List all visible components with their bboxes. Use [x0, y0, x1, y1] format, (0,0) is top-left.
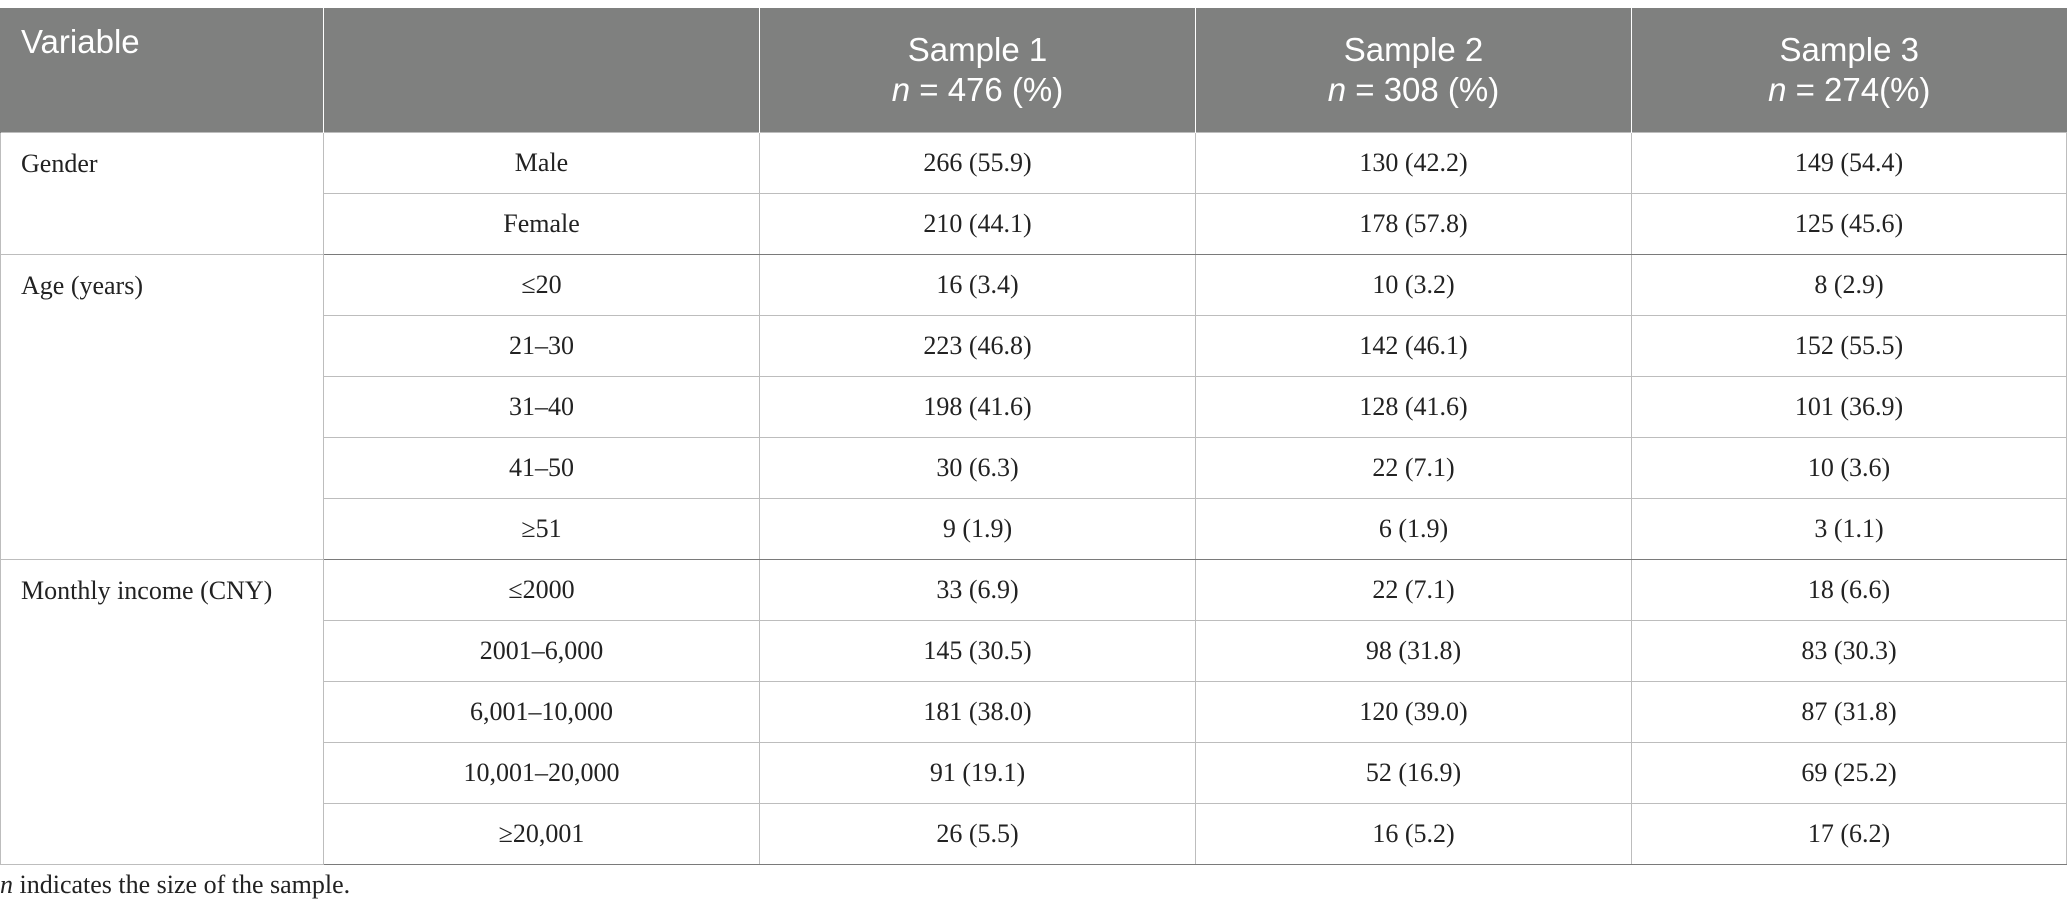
- sample-3-cell: 69 (25.2): [1631, 742, 2067, 804]
- sample-1-cell: 16 (3.4): [759, 254, 1196, 316]
- category-cell: 10,001–20,000: [323, 742, 760, 804]
- sample-3-cell: 10 (3.6): [1631, 437, 2067, 499]
- sample-1-cell: 9 (1.9): [759, 498, 1196, 560]
- category-cell: ≤20: [323, 254, 760, 316]
- header-sample-2-n-label: n: [1327, 71, 1347, 108]
- sample-2-cell: 16 (5.2): [1195, 803, 1632, 865]
- sample-2-cell: 120 (39.0): [1195, 681, 1632, 743]
- header-sample-1-n-value: = 476 (%): [910, 71, 1064, 108]
- table-row: ≥51 9 (1.9) 6 (1.9) 3 (1.1): [1, 498, 2067, 560]
- header-sample-1: Sample 1 n = 476 (%): [759, 8, 1196, 133]
- category-cell: 31–40: [323, 376, 760, 438]
- table-row: ≥20,001 26 (5.5) 16 (5.2) 17 (6.2): [1, 803, 2067, 865]
- variable-cell-age: Age (years): [0, 254, 324, 560]
- sample-3-cell: 18 (6.6): [1631, 559, 2067, 621]
- sample-3-cell: 83 (30.3): [1631, 620, 2067, 682]
- header-sample-3-size: n = 274(%): [1632, 70, 2067, 110]
- table-footnote: n indicates the size of the sample.: [0, 870, 350, 900]
- sample-1-cell: 30 (6.3): [759, 437, 1196, 499]
- sample-1-cell: 181 (38.0): [759, 681, 1196, 743]
- sample-3-cell: 87 (31.8): [1631, 681, 2067, 743]
- sample-1-cell: 223 (46.8): [759, 315, 1196, 377]
- category-cell: 21–30: [323, 315, 760, 377]
- header-sample-3-n-value: = 274(%): [1786, 71, 1931, 108]
- category-cell: 6,001–10,000: [323, 681, 760, 743]
- table-row: 41–50 30 (6.3) 22 (7.1) 10 (3.6): [1, 437, 2067, 499]
- sample-1-cell: 210 (44.1): [759, 193, 1196, 255]
- sample-3-cell: 8 (2.9): [1631, 254, 2067, 316]
- header-sample-1-size: n = 476 (%): [760, 70, 1195, 110]
- sample-2-cell: 10 (3.2): [1195, 254, 1632, 316]
- table-row: 2001–6,000 145 (30.5) 98 (31.8) 83 (30.3…: [1, 620, 2067, 682]
- table-header: Variable Sample 1 n = 476 (%) Sample 2 n…: [0, 8, 2067, 133]
- sample-3-cell: 152 (55.5): [1631, 315, 2067, 377]
- sample-2-cell: 128 (41.6): [1195, 376, 1632, 438]
- sample-2-cell: 52 (16.9): [1195, 742, 1632, 804]
- sample-3-cell: 125 (45.6): [1631, 193, 2067, 255]
- footnote-symbol: n: [0, 870, 13, 899]
- category-cell: ≥51: [323, 498, 760, 560]
- category-cell: Female: [323, 193, 760, 255]
- sample-3-cell: 17 (6.2): [1631, 803, 2067, 865]
- sample-2-cell: 98 (31.8): [1195, 620, 1632, 682]
- table-row: Monthly income (CNY) ≤2000 33 (6.9) 22 (…: [0, 559, 2067, 865]
- header-sample-2-n-value: = 308 (%): [1346, 71, 1500, 108]
- header-sample-1-n-label: n: [891, 71, 911, 108]
- sample-1-cell: 33 (6.9): [759, 559, 1196, 621]
- sample-1-cell: 26 (5.5): [759, 803, 1196, 865]
- demographics-table: Variable Sample 1 n = 476 (%) Sample 2 n…: [0, 8, 2067, 865]
- category-cell: 41–50: [323, 437, 760, 499]
- sample-2-cell: 142 (46.1): [1195, 315, 1632, 377]
- table-row: 31–40 198 (41.6) 128 (41.6) 101 (36.9): [1, 376, 2067, 438]
- sample-3-cell: 149 (54.4): [1631, 132, 2067, 194]
- sample-2-cell: 178 (57.8): [1195, 193, 1632, 255]
- header-sample-2-size: n = 308 (%): [1196, 70, 1631, 110]
- sample-1-cell: 145 (30.5): [759, 620, 1196, 682]
- footnote-text: indicates the size of the sample.: [13, 870, 351, 899]
- table-body: Gender Male 266 (55.9) 130 (42.2) 149 (5…: [0, 132, 2067, 865]
- category-cell: Male: [323, 132, 760, 194]
- sample-1-cell: 266 (55.9): [759, 132, 1196, 194]
- sample-3-cell: 3 (1.1): [1631, 498, 2067, 560]
- table-row: Age (years) ≤20 16 (3.4) 10 (3.2) 8 (2.9…: [0, 254, 2067, 560]
- table-row: 6,001–10,000 181 (38.0) 120 (39.0) 87 (3…: [1, 681, 2067, 743]
- header-sample-1-name: Sample 1: [907, 31, 1048, 68]
- sample-3-cell: 101 (36.9): [1631, 376, 2067, 438]
- sample-1-cell: 91 (19.1): [759, 742, 1196, 804]
- header-sample-3-n-label: n: [1768, 71, 1787, 108]
- sample-2-cell: 22 (7.1): [1195, 437, 1632, 499]
- variable-cell-gender: Gender: [0, 132, 324, 255]
- header-variable: Variable: [0, 8, 324, 133]
- variable-cell-income: Monthly income (CNY): [0, 559, 324, 865]
- header-sample-3-name: Sample 3: [1779, 31, 1919, 68]
- sample-2-cell: 130 (42.2): [1195, 132, 1632, 194]
- category-cell: 2001–6,000: [323, 620, 760, 682]
- header-row: Variable Sample 1 n = 476 (%) Sample 2 n…: [0, 8, 2067, 133]
- sample-1-cell: 198 (41.6): [759, 376, 1196, 438]
- sample-2-cell: 6 (1.9): [1195, 498, 1632, 560]
- header-sample-3: Sample 3 n = 274(%): [1631, 8, 2067, 133]
- table-row: Gender Male 266 (55.9) 130 (42.2) 149 (5…: [0, 132, 2067, 255]
- sample-2-cell: 22 (7.1): [1195, 559, 1632, 621]
- header-sample-2-name: Sample 2: [1343, 31, 1484, 68]
- category-cell: ≥20,001: [323, 803, 760, 865]
- header-sample-2: Sample 2 n = 308 (%): [1195, 8, 1632, 133]
- category-cell: ≤2000: [323, 559, 760, 621]
- header-category: [323, 8, 760, 133]
